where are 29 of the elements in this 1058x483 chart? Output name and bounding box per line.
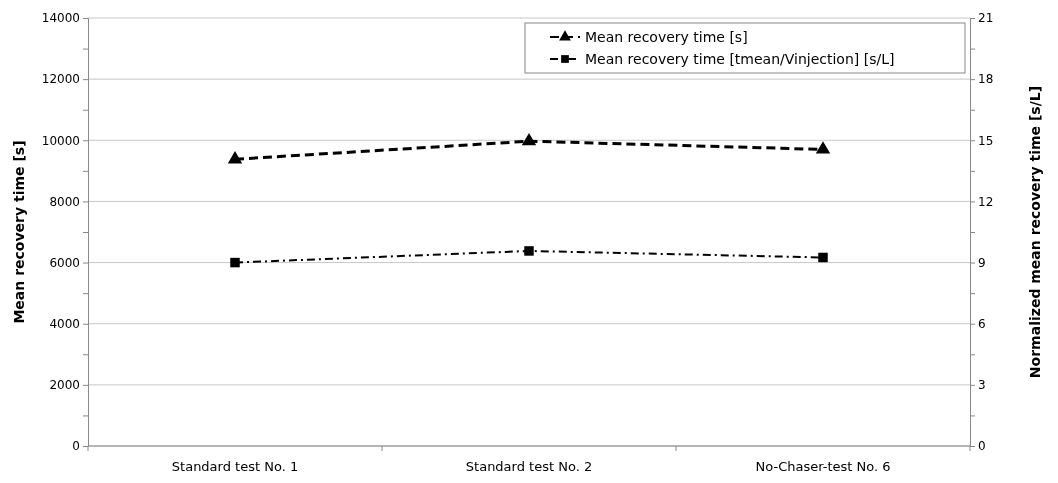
y-tick-label: 8000 <box>49 194 80 209</box>
y-tick-label: 12000 <box>41 72 80 87</box>
point <box>521 132 537 146</box>
legend-label: Mean recovery time [s] <box>585 29 748 45</box>
y2-tick-label: 6 <box>978 317 986 332</box>
y-axis-title: Mean recovery time [s] <box>11 140 27 324</box>
x-tick-label: Standard test No. 1 <box>171 459 299 474</box>
y2-tick-label: 21 <box>978 11 994 26</box>
y2-tick-label: 9 <box>978 255 986 270</box>
x-tick-label: No-Chaser-test No. 6 <box>755 459 891 474</box>
y2-tick-label: 18 <box>978 72 994 87</box>
point <box>524 246 534 256</box>
y-tick-label: 6000 <box>49 255 80 270</box>
y-tick-label: 14000 <box>41 11 80 26</box>
y2-tick-label: 12 <box>978 194 994 209</box>
point <box>815 141 831 154</box>
y-tick-label: 0 <box>72 439 80 454</box>
point <box>818 252 828 263</box>
point <box>227 150 243 164</box>
y2-axis-title: Normalized mean recovery time [s/L] <box>1027 85 1043 379</box>
x-tick-label: Standard test No. 2 <box>465 459 593 474</box>
y2-tick-label: 3 <box>978 378 986 393</box>
y-tick-label: 10000 <box>41 133 80 148</box>
y2-tick-label: 15 <box>978 133 994 148</box>
legend-label: Mean recovery time [tmean/Vinjection] [s/L] <box>585 51 895 67</box>
y2-tick-label: 0 <box>978 439 986 454</box>
point <box>230 257 240 268</box>
y-tick-label: 2000 <box>49 378 80 393</box>
y-tick-label: 4000 <box>49 317 80 332</box>
